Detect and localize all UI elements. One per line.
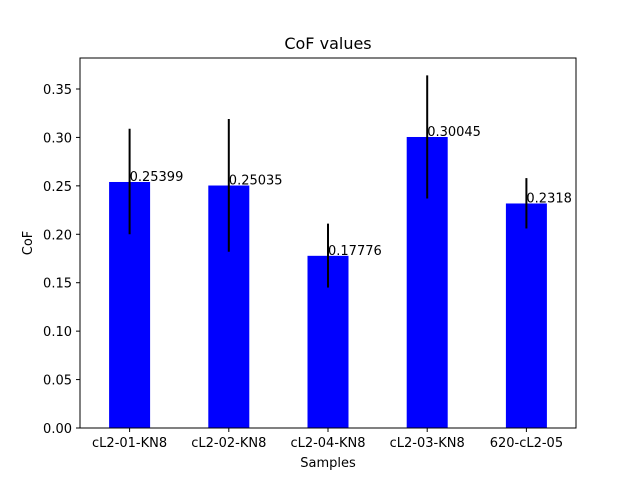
error-bars-group xyxy=(128,75,528,288)
y-axis: 0.00 0.05 0.10 0.15 0.20 0.25 0.30 0.35 xyxy=(43,83,80,437)
x-axis-label: Samples xyxy=(300,456,356,471)
y-tick-label-3: 0.15 xyxy=(43,277,72,292)
y-tick-label-7: 0.35 xyxy=(43,83,72,98)
y-tick-label-2: 0.10 xyxy=(43,325,72,340)
y-axis-label: CoF xyxy=(21,231,36,256)
x-tick-label-3: cL2-03-KN8 xyxy=(390,436,465,451)
data-labels-group: 0.25399 0.25035 0.17776 0.30045 0.2318 xyxy=(130,125,572,259)
data-label-2: 0.17776 xyxy=(328,244,382,259)
x-tick-label-4: 620-cL2-05 xyxy=(490,436,563,451)
data-label-0: 0.25399 xyxy=(130,170,184,185)
data-label-3: 0.30045 xyxy=(427,125,481,140)
data-label-4: 0.2318 xyxy=(526,191,572,206)
x-tick-label-1: cL2-02-KN8 xyxy=(191,436,266,451)
y-tick-label-0: 0.00 xyxy=(43,422,72,437)
x-tick-label-0: cL2-01-KN8 xyxy=(92,436,167,451)
y-tick-label-6: 0.30 xyxy=(43,131,72,146)
data-label-1: 0.25035 xyxy=(229,174,283,189)
y-tick-label-1: 0.05 xyxy=(43,374,72,389)
x-tick-label-2: cL2-04-KN8 xyxy=(290,436,365,451)
y-tick-label-5: 0.25 xyxy=(43,180,72,195)
x-axis: cL2-01-KN8 cL2-02-KN8 cL2-04-KN8 cL2-03-KN8… xyxy=(92,428,563,451)
y-tick-label-4: 0.20 xyxy=(43,228,72,243)
bar-4 xyxy=(505,203,547,428)
chart-title: CoF values xyxy=(284,34,371,53)
